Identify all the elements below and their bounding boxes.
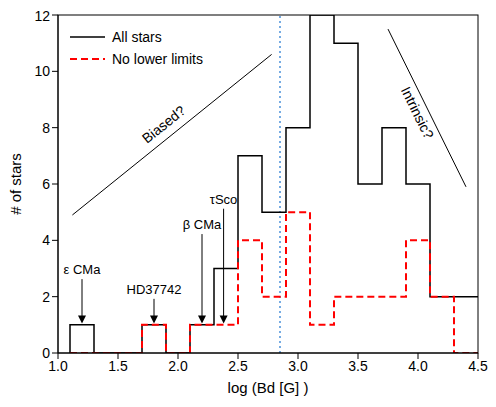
- svg-text:1.0: 1.0: [48, 358, 68, 374]
- svg-text:2.0: 2.0: [168, 358, 188, 374]
- svg-text:4.5: 4.5: [468, 358, 488, 374]
- svg-text:All stars: All stars: [112, 29, 162, 45]
- svg-text:τSco: τSco: [210, 192, 238, 207]
- svg-text:2: 2: [42, 289, 50, 305]
- svg-text:3.0: 3.0: [288, 358, 308, 374]
- svg-text:No lower limits: No lower limits: [112, 51, 203, 67]
- svg-text:0: 0: [42, 345, 50, 361]
- svg-text:β CMa: β CMa: [183, 217, 222, 232]
- svg-text:log (Bd [G] ): log (Bd [G] ): [228, 379, 309, 396]
- svg-text:3.5: 3.5: [348, 358, 368, 374]
- svg-text:4.0: 4.0: [408, 358, 428, 374]
- svg-text:6: 6: [42, 176, 50, 192]
- svg-text:1.5: 1.5: [108, 358, 128, 374]
- svg-text:8: 8: [42, 120, 50, 136]
- svg-text:2.5: 2.5: [228, 358, 248, 374]
- svg-text:12: 12: [34, 8, 50, 24]
- svg-text:4: 4: [42, 232, 50, 248]
- svg-text:10: 10: [34, 63, 50, 79]
- svg-text:HD37742: HD37742: [127, 282, 182, 297]
- svg-text:ε CMa: ε CMa: [64, 262, 102, 277]
- svg-text:Intrinsic?: Intrinsic?: [398, 84, 437, 142]
- svg-text:# of stars: # of stars: [8, 153, 24, 215]
- svg-text:Biased?: Biased?: [139, 102, 189, 146]
